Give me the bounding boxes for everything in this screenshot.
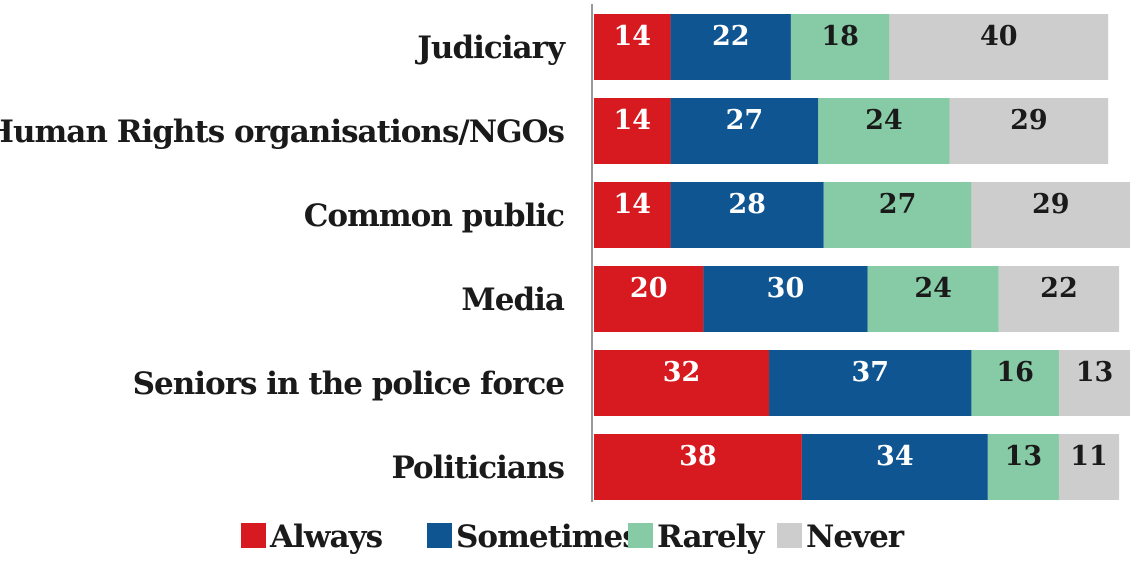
bar-rarely-judiciary [790, 14, 890, 80]
data-label-always-seniors-in-the-police-force: 32 [663, 357, 701, 388]
bar-always-human-rights-organisations-ngos [594, 98, 671, 164]
data-label-always-media: 20 [630, 273, 668, 304]
legend-item-sometimes: Sometimes [427, 519, 640, 555]
data-label-sometimes-common-public: 28 [728, 189, 766, 220]
data-label-never-media: 22 [1040, 273, 1078, 304]
category-label-media: Media [461, 282, 564, 318]
bar-always-seniors-in-the-police-force [594, 350, 770, 416]
category-labels: Judiciary Human Rights organisations/NGOs… [0, 30, 567, 486]
legend-swatch-never [777, 523, 802, 548]
category-label-judiciary: Judiciary [414, 30, 566, 66]
category-label-human-rights-organisations-ngos: Human Rights organisations/NGOs [0, 114, 565, 150]
data-label-rarely-judiciary: 18 [821, 21, 859, 52]
bar-never-human-rights-organisations-ngos [949, 98, 1109, 164]
legend-label-never: Never [806, 519, 905, 555]
legend-label-rarely: Rarely [657, 519, 765, 555]
legend-swatch-sometimes [427, 523, 452, 548]
legend-swatch-always [241, 523, 266, 548]
bars-group: 14 22 18 40 14 27 24 29 14 28 27 29 20 30 24 22 32 37 16 13… [594, 14, 1131, 500]
bar-rarely-seniors-in-the-police-force [971, 350, 1059, 416]
legend: Always Sometimes Rarely Never [241, 519, 906, 555]
data-label-rarely-media: 24 [914, 273, 952, 304]
data-label-always-judiciary: 14 [614, 21, 652, 52]
data-label-rarely-human-rights-organisations-ngos: 24 [865, 105, 903, 136]
data-label-never-human-rights-organisations-ngos: 29 [1010, 105, 1048, 136]
bar-sometimes-politicians [801, 434, 988, 500]
bar-always-common-public [594, 182, 671, 248]
data-label-sometimes-seniors-in-the-police-force: 37 [851, 357, 889, 388]
data-label-always-human-rights-organisations-ngos: 14 [614, 105, 652, 136]
bar-rarely-politicians [987, 434, 1059, 500]
bar-rarely-common-public [823, 182, 972, 248]
data-label-never-seniors-in-the-police-force: 13 [1076, 357, 1114, 388]
data-label-rarely-seniors-in-the-police-force: 16 [996, 357, 1034, 388]
data-label-sometimes-media: 30 [767, 273, 805, 304]
data-label-rarely-common-public: 27 [879, 189, 917, 220]
bar-always-politicians [594, 434, 802, 500]
bar-sometimes-media [703, 266, 868, 332]
data-label-always-politicians: 38 [679, 441, 717, 472]
bar-never-media [998, 266, 1120, 332]
category-label-politicians: Politicians [391, 450, 564, 486]
category-label-seniors-in-the-police-force: Seniors in the police force [133, 366, 565, 402]
bar-always-judiciary [594, 14, 671, 80]
legend-item-always: Always [241, 519, 384, 555]
legend-item-never: Never [777, 519, 906, 555]
bar-never-judiciary [889, 14, 1109, 80]
bar-never-politicians [1058, 434, 1120, 500]
data-label-never-judiciary: 40 [980, 21, 1018, 52]
bar-always-media [594, 266, 704, 332]
bar-never-common-public [971, 182, 1131, 248]
data-label-never-common-public: 29 [1032, 189, 1070, 220]
legend-label-always: Always [269, 519, 383, 555]
legend-item-rarely: Rarely [628, 519, 766, 555]
data-label-sometimes-human-rights-organisations-ngos: 27 [726, 105, 764, 136]
bar-sometimes-human-rights-organisations-ngos [670, 98, 819, 164]
data-label-sometimes-judiciary: 22 [712, 21, 750, 52]
bar-never-seniors-in-the-police-force [1058, 350, 1131, 416]
data-label-rarely-politicians: 13 [1005, 441, 1043, 472]
category-label-common-public: Common public [304, 198, 564, 234]
data-label-never-politicians: 11 [1070, 441, 1108, 472]
legend-swatch-rarely [628, 523, 653, 548]
bar-sometimes-seniors-in-the-police-force [769, 350, 972, 416]
bar-sometimes-judiciary [670, 14, 791, 80]
bar-sometimes-common-public [670, 182, 824, 248]
legend-label-sometimes: Sometimes [456, 519, 639, 555]
data-label-sometimes-politicians: 34 [876, 441, 914, 472]
data-label-always-common-public: 14 [614, 189, 652, 220]
bar-rarely-media [867, 266, 999, 332]
bar-rarely-human-rights-organisations-ngos [818, 98, 950, 164]
